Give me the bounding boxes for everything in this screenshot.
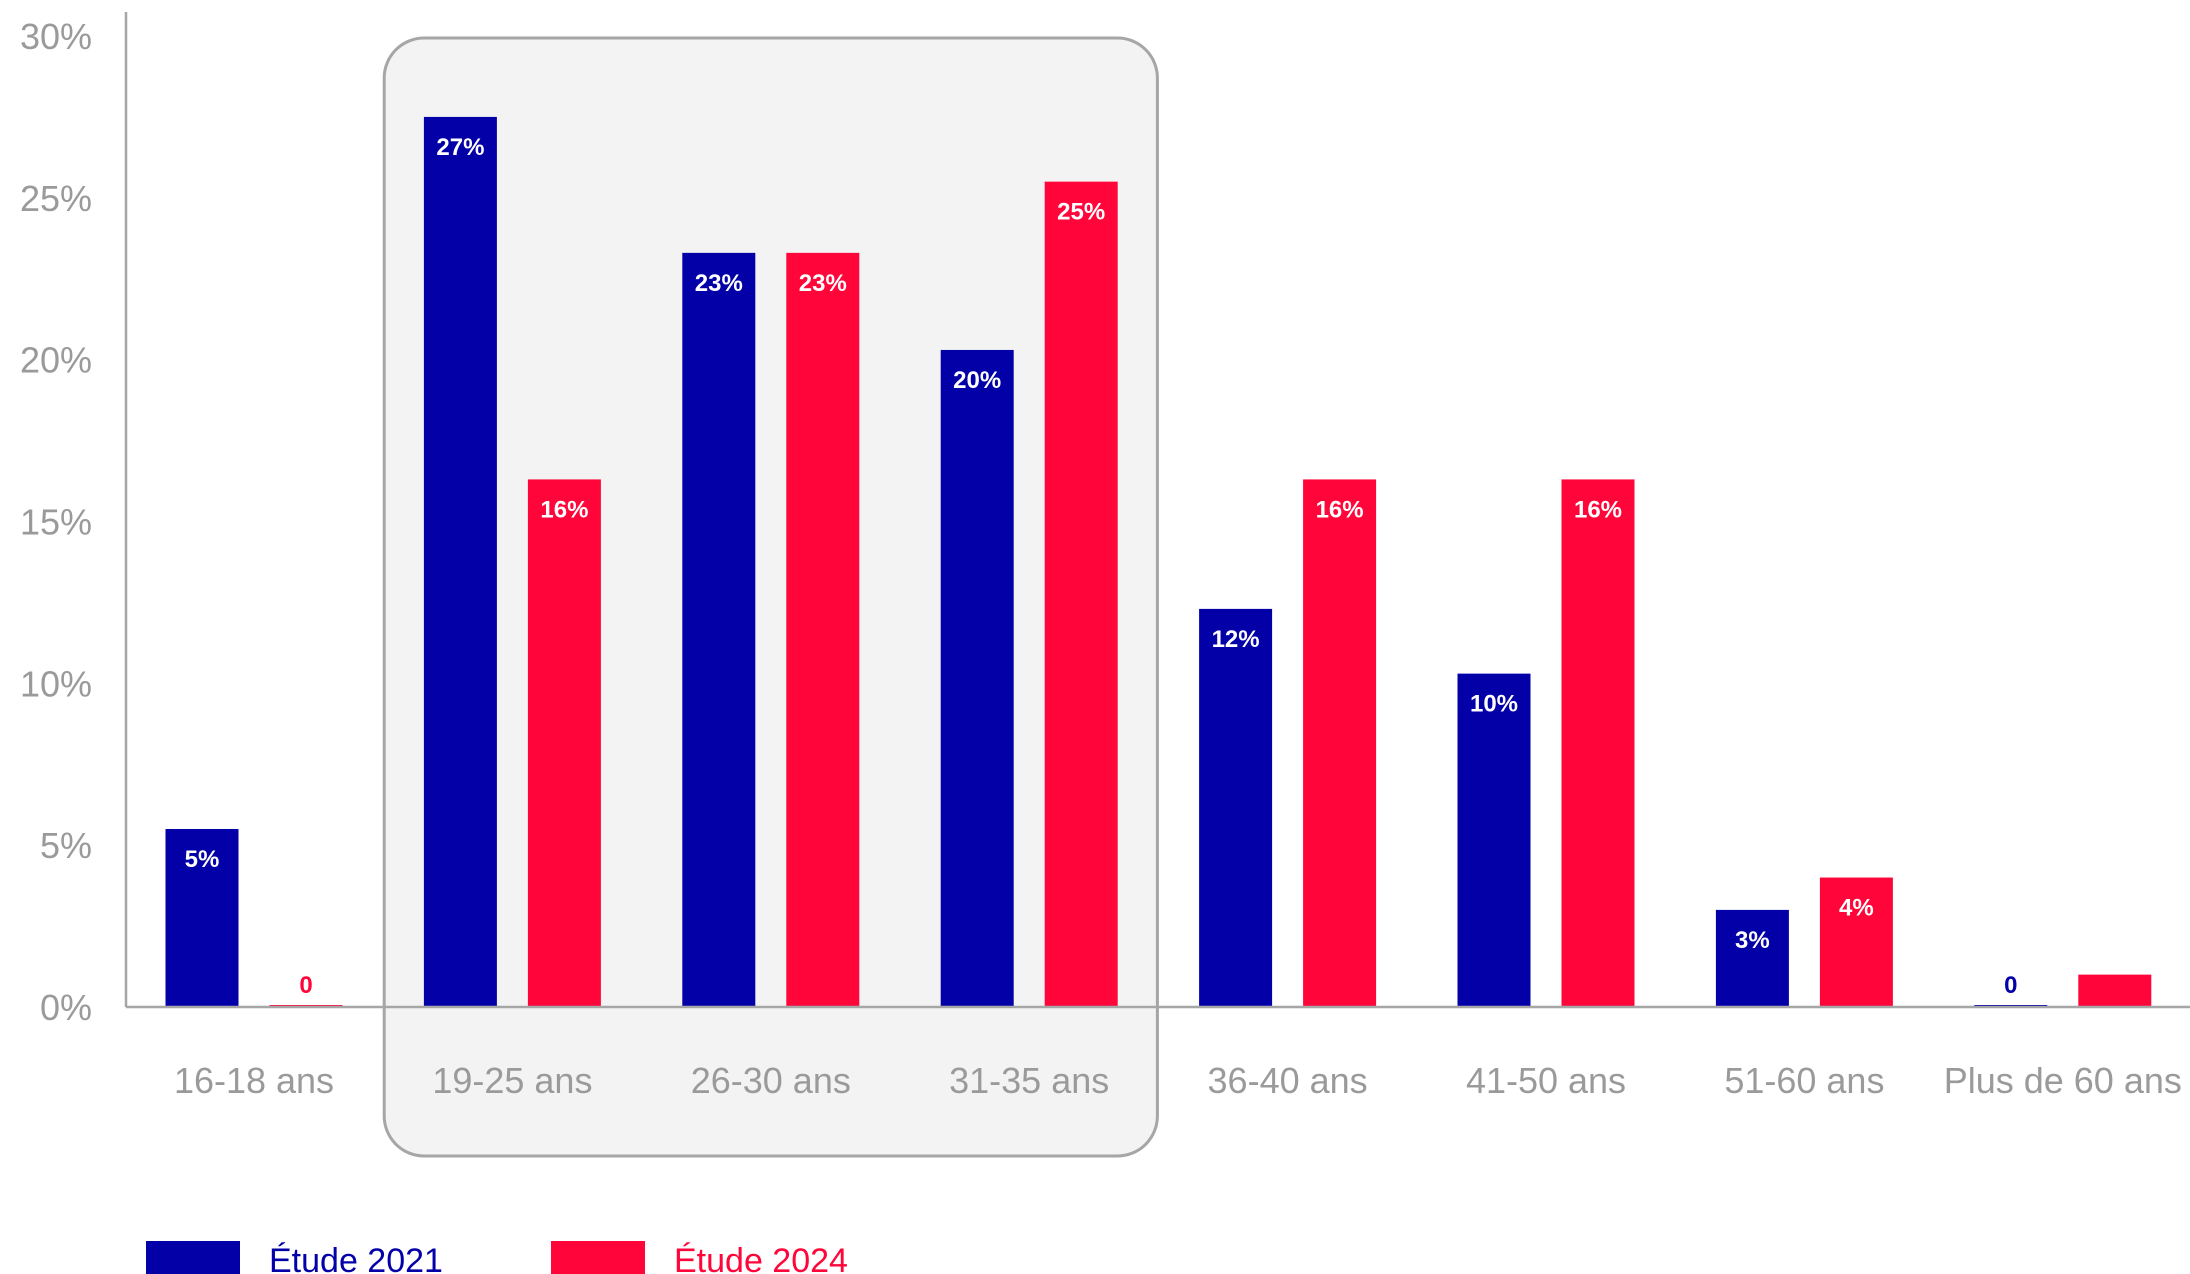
y-tick-label: 10% bbox=[20, 663, 92, 704]
y-tick-label: 0% bbox=[40, 987, 92, 1028]
data-label: 27% bbox=[436, 134, 484, 161]
legend-label: Étude 2024 bbox=[674, 1242, 848, 1274]
bar bbox=[165, 828, 239, 1007]
y-tick-label: 15% bbox=[20, 502, 92, 543]
category-label: 51-60 ans bbox=[1724, 1060, 1884, 1101]
y-tick-label: 30% bbox=[20, 16, 92, 57]
data-label: 16% bbox=[1316, 496, 1364, 523]
category-label: 31-35 ans bbox=[949, 1060, 1109, 1101]
legend-swatch bbox=[146, 1241, 240, 1274]
bar bbox=[1303, 479, 1377, 1007]
bar bbox=[1199, 608, 1273, 1007]
data-label: 0 bbox=[299, 972, 312, 999]
category-label: 16-18 ans bbox=[174, 1060, 334, 1101]
bar bbox=[1819, 877, 1893, 1007]
data-label: 12% bbox=[1212, 626, 1260, 653]
data-label: 20% bbox=[953, 367, 1001, 394]
bar bbox=[423, 116, 497, 1007]
bar bbox=[1457, 673, 1531, 1007]
category-label: 26-30 ans bbox=[691, 1060, 851, 1101]
bar bbox=[786, 252, 860, 1007]
legend-swatch bbox=[551, 1241, 645, 1274]
data-label: 25% bbox=[1057, 199, 1105, 226]
highlight-box bbox=[382, 36, 1159, 1158]
data-label: 4% bbox=[1839, 895, 1874, 922]
legend-label: Étude 2021 bbox=[269, 1242, 443, 1274]
data-label: 16% bbox=[540, 496, 588, 523]
data-label: 23% bbox=[799, 270, 847, 297]
category-label: 36-40 ans bbox=[1208, 1060, 1368, 1101]
category-label: Plus de 60 ans bbox=[1944, 1060, 2182, 1101]
category-label: 41-50 ans bbox=[1466, 1060, 1626, 1101]
data-label: 5% bbox=[185, 846, 220, 873]
data-label: 0 bbox=[2004, 972, 2017, 999]
y-tick-label: 5% bbox=[40, 825, 92, 866]
y-tick-label: 20% bbox=[20, 340, 92, 381]
bar bbox=[940, 349, 1014, 1007]
bar bbox=[2078, 974, 2152, 1007]
bar bbox=[1715, 909, 1789, 1007]
bar bbox=[682, 252, 756, 1007]
data-label: 3% bbox=[1735, 927, 1770, 954]
data-label: 10% bbox=[1470, 691, 1518, 718]
bar bbox=[1044, 181, 1118, 1007]
data-label: 1% bbox=[2097, 972, 2132, 999]
data-label: 16% bbox=[1574, 496, 1622, 523]
bar bbox=[527, 479, 601, 1007]
bar bbox=[1561, 479, 1635, 1007]
data-label: 23% bbox=[695, 270, 743, 297]
category-label: 19-25 ans bbox=[432, 1060, 592, 1101]
y-tick-label: 25% bbox=[20, 178, 92, 219]
